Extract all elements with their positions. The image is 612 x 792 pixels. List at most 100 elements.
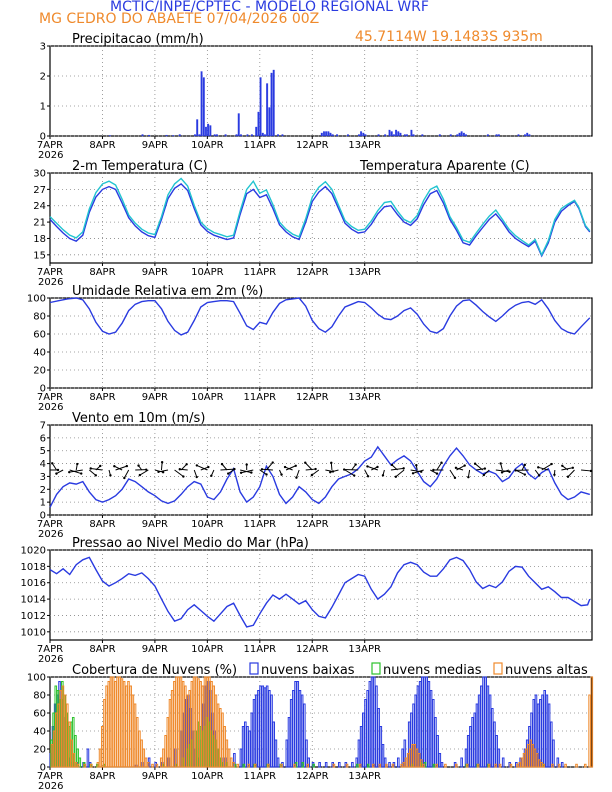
- wind-arrow: [330, 469, 339, 473]
- rh-series-line: [49, 297, 591, 336]
- wind-arrow-head: [314, 467, 317, 471]
- clouds-bar: [575, 763, 578, 768]
- clouds-bar: [203, 676, 207, 768]
- wind-arrow: [295, 469, 300, 478]
- wind-arrow: [483, 469, 490, 476]
- wind-arrow-head: [435, 472, 439, 475]
- clouds-bar: [366, 763, 370, 768]
- clouds-bar: [542, 763, 546, 768]
- rh-ytick-label: 100: [27, 294, 46, 305]
- wind-arrow-head: [295, 476, 298, 479]
- clouds-bar: [438, 753, 442, 768]
- clouds-bar: [246, 726, 249, 768]
- precip-bar: [108, 135, 111, 137]
- pressure-ytick-label: 1018: [21, 562, 46, 573]
- clouds-bar: [415, 748, 419, 768]
- wind-arrow: [160, 462, 163, 471]
- wind-arrow: [220, 468, 235, 471]
- clouds-bar: [583, 763, 587, 768]
- pressure-title: Pressao ao Nivel Medio do Mar (hPa): [72, 536, 309, 551]
- precip-ytick-label: 0: [40, 132, 46, 143]
- clouds-xtick-label: 10APR: [191, 771, 224, 782]
- clouds-bar: [188, 690, 191, 768]
- wind-arrow-head: [394, 475, 398, 478]
- clouds-bar: [259, 685, 262, 768]
- clouds-bar: [494, 763, 497, 768]
- wind-arrow-head: [233, 467, 236, 471]
- clouds-bar: [436, 735, 439, 768]
- precip-bar: [277, 134, 280, 137]
- wind-arrow: [241, 469, 254, 474]
- precip-bar: [209, 125, 212, 137]
- precip-bar: [497, 134, 500, 137]
- clouds-bar: [547, 703, 551, 768]
- precip-bar: [517, 134, 520, 137]
- precip-bar: [235, 134, 238, 137]
- clouds-bar: [208, 676, 211, 768]
- clouds-bar: [210, 681, 213, 768]
- rh-xtick-label: 9APR: [142, 392, 168, 403]
- wind-arrow: [174, 469, 184, 477]
- temp-xtick-label: 9APR: [142, 267, 168, 278]
- clouds-bar: [257, 690, 260, 768]
- clouds-bar: [427, 681, 431, 768]
- clouds-title: Cobertura de Nuvens (%): [72, 663, 237, 678]
- clouds-bar: [487, 763, 491, 768]
- temp-title: 2-m Temperatura (C): [72, 159, 208, 174]
- legend-clouds-high-swatch: [493, 662, 503, 675]
- precip-bar: [399, 132, 402, 137]
- precip-bar: [261, 132, 264, 137]
- precip-bar: [250, 134, 253, 137]
- clouds-bar: [177, 676, 181, 768]
- clouds-bar: [469, 726, 472, 768]
- clouds-bar: [131, 694, 135, 768]
- clouds-bar: [305, 739, 308, 768]
- wind-arrow-head: [589, 469, 593, 473]
- wind-arrow: [285, 465, 296, 471]
- temp-ytick-label: 27: [33, 185, 46, 196]
- clouds-panel: [47, 676, 594, 770]
- clouds-bar: [280, 763, 283, 768]
- clouds-bar: [533, 748, 537, 768]
- chart-header-location: 45.7114W 19.1483S 935m: [355, 29, 543, 45]
- wind-arrow-head: [125, 464, 129, 468]
- clouds-bar: [538, 759, 541, 768]
- precip-ytick-label: 1: [40, 102, 46, 113]
- precip-bar: [270, 72, 273, 137]
- clouds-ytick-label: 20: [33, 745, 46, 756]
- wind-ytick-label: 1: [40, 498, 46, 509]
- precip-bar: [331, 134, 334, 137]
- clouds-bar: [482, 676, 485, 768]
- clouds-bar: [364, 699, 367, 768]
- wind-arrow-head: [550, 462, 553, 466]
- wind-arrow: [259, 469, 267, 475]
- clouds-bar: [247, 763, 250, 768]
- wind-arrow-head: [376, 465, 379, 469]
- clouds-bar: [70, 739, 73, 768]
- wind-arrow-head: [482, 473, 486, 477]
- temp-ytick-label: 18: [33, 234, 46, 245]
- wind-arrow-head: [473, 462, 477, 465]
- clouds-bar: [378, 763, 382, 768]
- wind-arrow-head: [523, 463, 527, 467]
- pressure-xtick-label: 12APR: [296, 644, 329, 655]
- clouds-bar: [509, 763, 513, 768]
- precip-year-label: 2026: [38, 150, 63, 161]
- wind-arrow: [115, 465, 127, 471]
- wind-arrow-head: [499, 462, 502, 465]
- wind-arrow-head: [280, 473, 283, 476]
- clouds-bar: [306, 763, 309, 768]
- wind-arrow: [114, 465, 123, 471]
- clouds-bar: [261, 685, 265, 768]
- wind-arrow-head: [157, 470, 160, 474]
- precip-bar: [237, 113, 240, 137]
- clouds-bar: [301, 762, 305, 768]
- clouds-bar: [57, 703, 60, 768]
- wind-arrow-head: [402, 467, 405, 470]
- clouds-bar: [432, 763, 436, 768]
- clouds-bar: [72, 753, 76, 768]
- clouds-bar: [402, 762, 406, 768]
- precip-bar: [213, 134, 216, 137]
- wind-arrow-head: [207, 465, 210, 469]
- clouds-bar: [181, 681, 185, 768]
